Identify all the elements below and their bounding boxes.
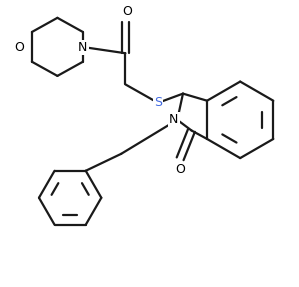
Text: S: S <box>154 96 162 109</box>
Text: N: N <box>78 40 88 53</box>
Text: O: O <box>122 5 132 18</box>
Text: O: O <box>14 40 24 53</box>
Text: N: N <box>169 113 179 126</box>
Text: O: O <box>175 163 185 176</box>
